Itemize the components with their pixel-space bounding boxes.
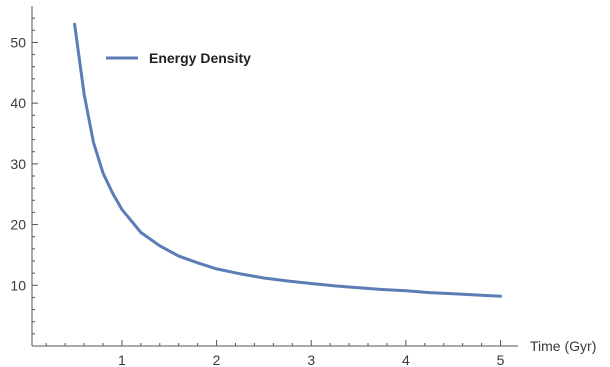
x-axis-title: Time (Gyr) [530,338,596,354]
data-point [140,231,142,234]
data-point [405,290,407,292]
y-tick-label: 50 [10,34,26,50]
x-tick-label: 2 [213,352,221,367]
x-tick-label: 1 [118,352,126,367]
ticks-group: 10 20 30 40 50 1 2 3 4 5 [10,17,505,367]
data-point [102,172,104,174]
x-tick-label: 5 [497,352,505,367]
data-point [83,93,85,95]
y-tick-label: 10 [10,277,26,293]
data-point [196,262,199,264]
data-point [381,288,384,291]
y-tick-label: 40 [10,95,26,111]
data-point [334,285,336,287]
data-point [73,23,76,26]
data-point [263,277,265,279]
y-tick-label: 20 [10,217,26,233]
data-point [428,291,431,294]
data-point [452,293,455,295]
data-point [310,282,313,285]
x-tick-label: 4 [402,352,410,367]
data-point [286,280,289,282]
data-point [215,268,218,270]
legend: Energy Density [106,50,251,66]
data-point [357,286,360,289]
data-point [92,141,95,144]
data-point [159,245,161,247]
data-point [239,273,241,275]
data-point [177,255,180,257]
data-point [476,294,478,296]
data-point [499,295,502,298]
data-point [111,192,114,194]
series-line-0 [73,22,502,298]
x-tick-label: 3 [307,352,315,367]
series-group [73,22,502,298]
y-tick-label: 30 [10,156,26,172]
data-point [121,208,123,211]
legend-label-energy-density: Energy Density [149,50,251,66]
